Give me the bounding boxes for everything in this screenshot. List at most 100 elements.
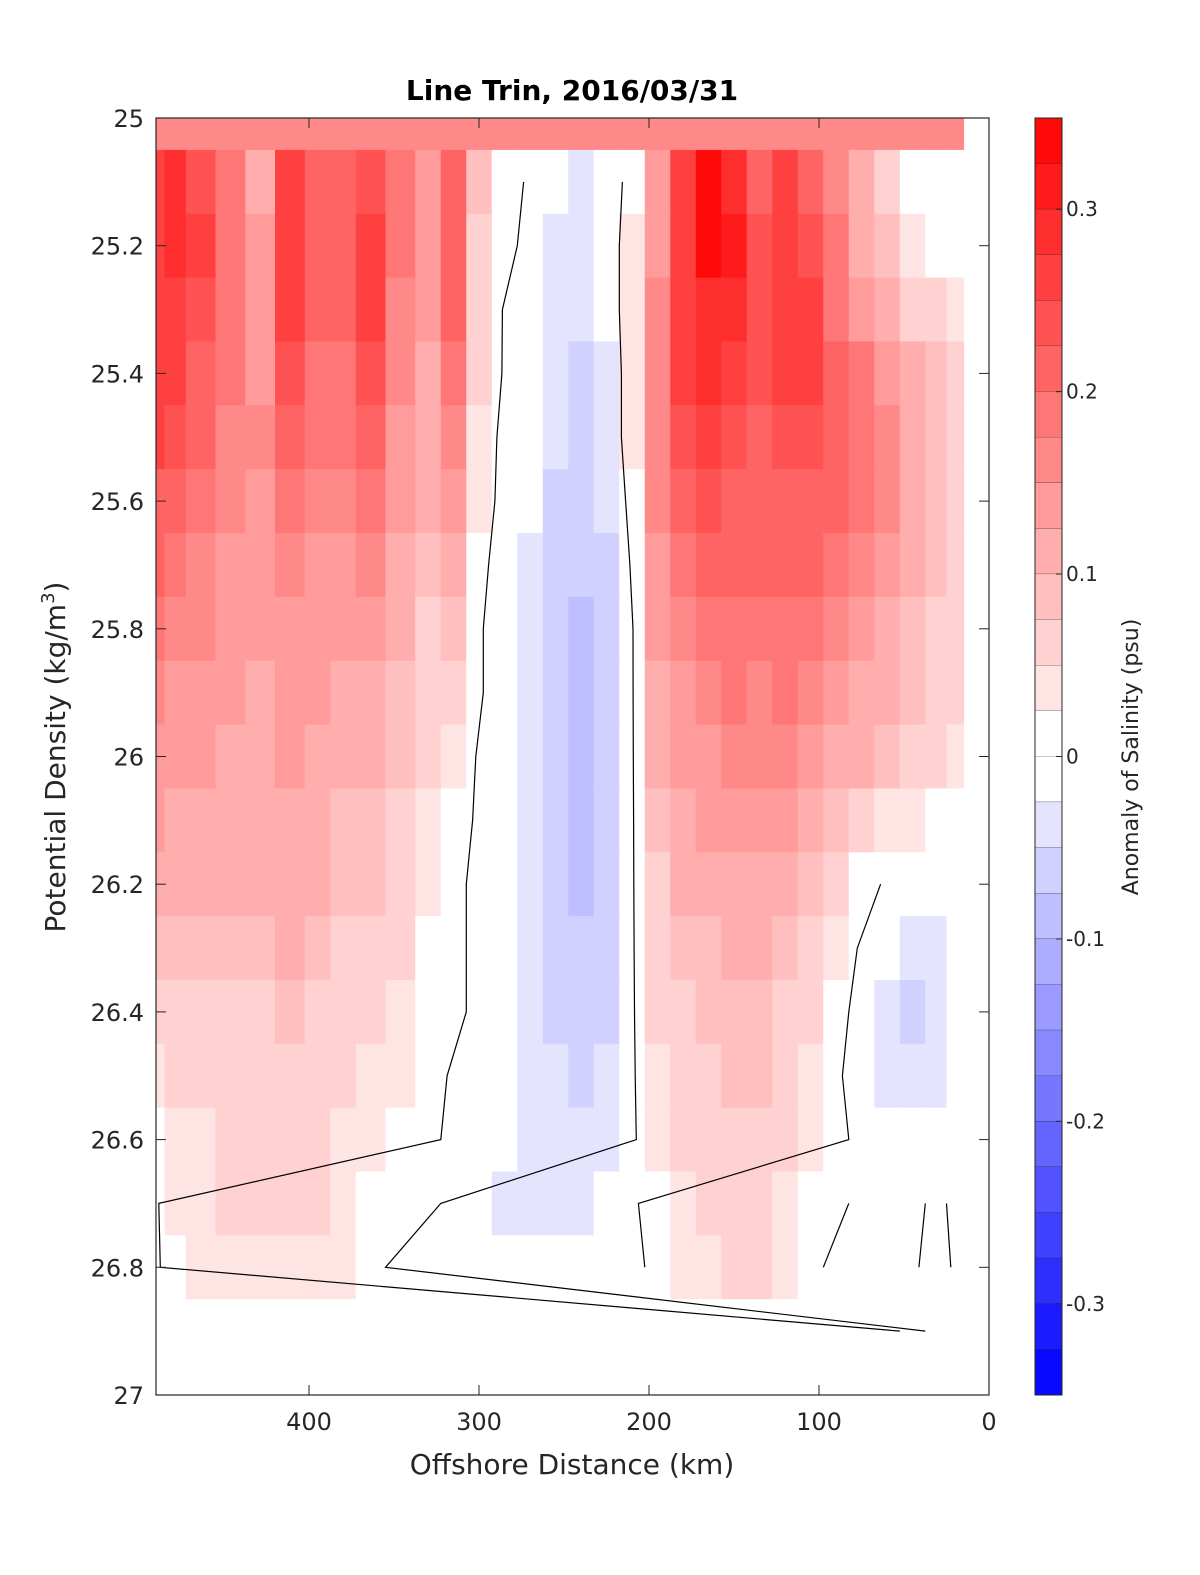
heatmap-cell [721, 1235, 748, 1300]
heatmap-cell [415, 1171, 442, 1236]
heatmap-cell [330, 277, 357, 343]
heatmap-cell [185, 916, 217, 981]
heatmap-cell [415, 213, 442, 279]
heatmap-cell [330, 1107, 357, 1173]
heatmap-cell [304, 149, 331, 215]
heatmap-cell [156, 118, 166, 151]
heatmap-cell [330, 916, 357, 981]
heatmap-cell [848, 916, 875, 981]
x-tick-label: 300 [456, 1408, 502, 1436]
heatmap-cell [275, 788, 306, 853]
heatmap-cell [899, 149, 926, 215]
heatmap-cell [385, 1043, 416, 1109]
heatmap-cell [185, 1107, 217, 1173]
heatmap-cell [517, 1107, 544, 1173]
heatmap-cell [874, 660, 901, 726]
heatmap-cell [746, 277, 773, 343]
heatmap-cell [385, 341, 416, 406]
heatmap-cell [466, 405, 493, 470]
heatmap-cell [772, 916, 799, 981]
heatmap-cell [156, 1299, 166, 1395]
heatmap-cell [848, 1235, 875, 1300]
heatmap-cell [823, 341, 850, 406]
heatmap-cell [491, 118, 518, 151]
heatmap-cell [355, 1171, 387, 1236]
heatmap-cell [797, 341, 824, 406]
colorbar-tick-label: -0.2 [1066, 1109, 1105, 1133]
heatmap-cell [874, 405, 901, 470]
heatmap-cell [385, 277, 416, 343]
heatmap-cell [619, 1171, 646, 1236]
heatmap-cell [517, 788, 544, 853]
heatmap-cell [746, 660, 773, 726]
heatmap-cell [823, 1299, 850, 1395]
heatmap-cell [848, 469, 875, 534]
heatmap-cell [721, 979, 748, 1045]
heatmap-cell [542, 1235, 569, 1300]
heatmap-cell [304, 788, 331, 853]
heatmap-cell [619, 916, 646, 981]
heatmap-cell [670, 979, 697, 1045]
heatmap-cell [695, 852, 722, 917]
heatmap-cell [245, 1299, 276, 1395]
heatmap-cell [848, 277, 875, 343]
heatmap-cell [185, 1171, 217, 1236]
heatmap-cell [797, 788, 824, 853]
heatmap-cell [568, 149, 595, 215]
heatmap-cell [491, 277, 518, 343]
heatmap-cell [156, 660, 166, 726]
heatmap-cell [542, 1107, 569, 1173]
colorbar-band [1035, 938, 1062, 986]
heatmap-cell [245, 405, 276, 470]
zero-contour-line [945, 1203, 952, 1268]
heatmap-cell [185, 149, 217, 215]
heatmap-cell [304, 1171, 331, 1236]
heatmap-cell [275, 1235, 306, 1300]
heatmap-cell [721, 341, 748, 406]
heatmap-cell [245, 149, 276, 215]
heatmap-cell [797, 916, 824, 981]
heatmap-cell [925, 1043, 948, 1109]
heatmap-cell [517, 852, 544, 917]
heatmap-cell [517, 596, 544, 662]
heatmap-cell [542, 916, 569, 981]
heatmap-cell [466, 213, 493, 279]
heatmap-cell [946, 979, 965, 1045]
heatmap-cell [721, 149, 748, 215]
heatmap-cell [215, 1299, 246, 1395]
heatmap-cell [619, 1235, 646, 1300]
heatmap-cell [644, 1299, 671, 1395]
heatmap-cell [823, 1235, 850, 1300]
heatmap-cell [568, 405, 595, 470]
heatmap-cell [746, 979, 773, 1045]
heatmap-cell [568, 596, 595, 662]
x-axis-label: Offshore Distance (km) [410, 1448, 735, 1481]
heatmap-cell [245, 1043, 276, 1109]
heatmap-cell [899, 1299, 926, 1395]
heatmap-cell [245, 1107, 276, 1173]
heatmap-cell [355, 405, 387, 470]
heatmap-cell [245, 469, 276, 534]
heatmap-cell [899, 1043, 926, 1109]
heatmap-cell [304, 405, 331, 470]
heatmap-cell [355, 979, 387, 1045]
heatmap-cell [440, 1299, 467, 1395]
heatmap-cell [215, 1235, 246, 1300]
x-tick-label: 0 [981, 1408, 996, 1436]
heatmap-cell [946, 1299, 965, 1395]
heatmap-cell [746, 469, 773, 534]
y-tick-label: 25.4 [91, 360, 144, 388]
heatmap-cell [797, 979, 824, 1045]
heatmap-cell [415, 660, 442, 726]
heatmap-cell [797, 277, 824, 343]
x-tick-label: 200 [626, 1408, 672, 1436]
heatmap-cell [670, 277, 697, 343]
heatmap-cell [797, 1171, 824, 1236]
heatmap-cell [823, 788, 850, 853]
heatmap-cell [330, 660, 357, 726]
heatmap-cell [823, 277, 850, 343]
heatmap-cell [491, 852, 518, 917]
heatmap-cell [644, 341, 671, 406]
heatmap-cell [275, 1299, 306, 1395]
heatmap-cell [670, 405, 697, 470]
